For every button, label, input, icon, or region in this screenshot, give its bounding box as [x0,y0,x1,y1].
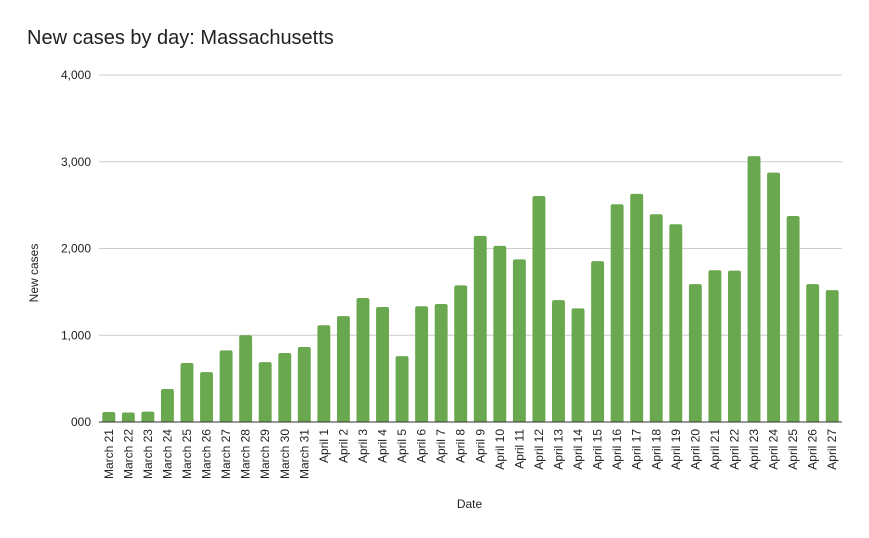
bar [591,261,605,422]
bar [532,196,546,422]
bar [121,412,135,422]
x-tick-label: April 5 [395,429,409,463]
x-tick-label: April 2 [336,429,350,463]
bar [552,300,565,422]
x-tick-label: March 23 [141,429,155,479]
x-tick-label: April 12 [532,429,546,470]
x-tick-label: April 21 [708,429,722,470]
bar [317,325,331,422]
y-tick-label: 000 [71,415,91,429]
bar [297,346,311,422]
x-tick-label: April 8 [454,429,468,463]
x-tick-label: March 31 [297,429,311,479]
bar [141,411,155,422]
bar [356,297,370,422]
bar [473,235,487,422]
x-tick-label: April 27 [825,429,839,470]
x-tick-label: March 26 [200,429,214,479]
x-tick-label: April 14 [571,429,585,470]
x-tick-label: April 17 [630,429,644,470]
bar [767,172,781,422]
bar [708,270,722,422]
x-tick-label: March 22 [121,429,135,479]
x-tick-label: April 9 [473,429,487,463]
bar [376,307,389,422]
bar [728,270,741,422]
bar [336,316,350,422]
bar [200,372,213,422]
bar [278,353,292,422]
bar [258,362,272,422]
x-tick-label: April 3 [356,429,370,463]
x-tick-label: April 15 [591,429,605,470]
bar [415,306,429,422]
x-tick-label: April 26 [806,429,820,470]
x-tick-label: April 25 [786,429,800,470]
bar [160,389,174,422]
x-tick-label: March 29 [258,429,272,479]
x-tick-label: April 6 [415,429,429,463]
x-tick-label: March 27 [219,429,233,479]
x-tick-label: April 16 [610,429,624,470]
x-tick-label: April 18 [649,429,663,470]
y-tick-label: 2,000 [61,242,91,256]
x-tick-label: April 19 [669,429,683,470]
bar [239,335,253,422]
x-tick-label: April 10 [493,429,507,470]
bar [747,156,761,422]
x-tick-label: April 4 [376,429,390,463]
bar [806,284,820,422]
y-tick-label: 1,000 [61,328,91,342]
bar [395,356,409,422]
x-tick-label: March 24 [160,429,174,479]
x-tick-label: March 21 [102,429,116,479]
bar [454,285,468,422]
x-tick-label: April 22 [727,429,741,470]
bar [649,214,663,422]
x-tick-label: April 23 [747,429,761,470]
bar [825,290,839,422]
x-tick-label: March 25 [180,429,194,479]
x-axis-label: Date [457,497,483,511]
bar [669,224,683,422]
bar [434,304,448,422]
bar [630,193,644,422]
x-tick-label: March 30 [278,429,292,479]
x-tick-label: April 20 [688,429,702,470]
bar [610,204,624,422]
bar [786,215,800,422]
x-tick-label: April 1 [317,429,331,463]
y-tick-label: 4,000 [61,68,91,82]
x-tick-label: April 7 [434,429,448,463]
bar [512,259,526,422]
y-axis-label: New cases [27,244,41,303]
x-tick-label: April 11 [512,429,526,469]
y-tick-label: 3,000 [61,155,91,169]
chart-title: New cases by day: Massachusetts [27,27,334,49]
bar [493,245,507,422]
bar [102,412,116,422]
bar [571,308,585,422]
bar [688,284,702,422]
x-tick-label: April 24 [767,429,781,470]
bar [180,363,194,422]
x-tick-label: March 28 [239,429,253,479]
bar [219,350,233,422]
x-tick-label: April 13 [551,429,565,470]
